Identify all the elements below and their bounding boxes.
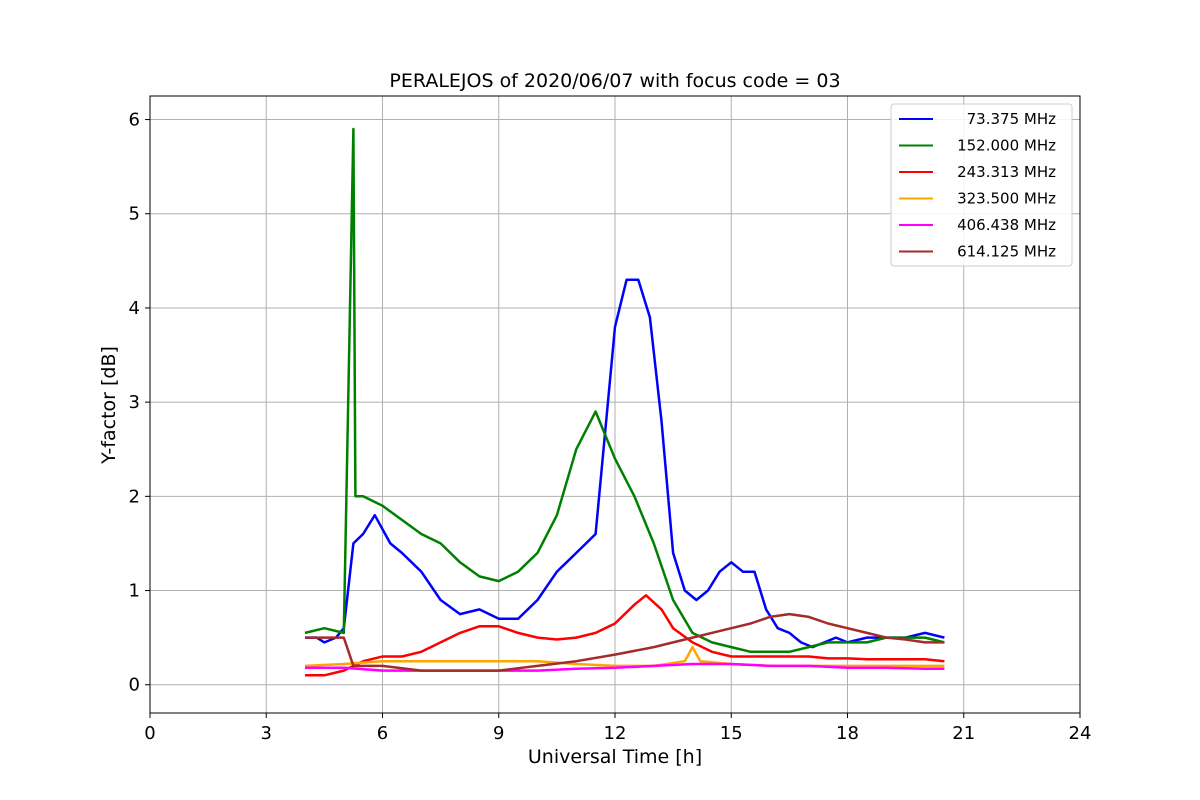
legend-entry: 243.313 MHz <box>957 163 1056 181</box>
x-tick-label: 0 <box>144 723 155 744</box>
legend-entry: 152.000 MHz <box>957 137 1056 155</box>
series-lines <box>304 127 945 677</box>
y-tick-label: 6 <box>129 110 140 131</box>
x-tick-label: 3 <box>261 723 272 744</box>
y-axis-label: Y-factor [dB] <box>98 346 120 465</box>
y-tick-label: 2 <box>129 486 140 507</box>
x-tick-label: 18 <box>836 723 859 744</box>
y-tick-label: 5 <box>129 204 140 225</box>
series-line-4 <box>304 645 945 668</box>
y-tick-label: 4 <box>129 298 140 319</box>
x-axis-ticks: 0 3 6 9 12 15 18 21 24 <box>144 713 1091 744</box>
x-tick-label: 21 <box>952 723 975 744</box>
x-axis-label: Universal Time [h] <box>528 746 702 768</box>
chart-title: PERALEJOS of 2020/06/07 with focus code … <box>389 70 840 92</box>
y-tick-label: 0 <box>129 675 140 696</box>
legend-box <box>890 103 1073 267</box>
legend-entry: 73.375 MHz <box>967 110 1056 128</box>
series-line-3 <box>305 594 945 677</box>
legend-entry: 323.500 MHz <box>957 190 1056 208</box>
x-tick-label: 9 <box>493 723 504 744</box>
x-tick-label: 15 <box>720 723 743 744</box>
y-axis-ticks: 0 1 2 3 4 5 6 <box>129 110 150 696</box>
y-tick-label: 1 <box>129 581 140 602</box>
series-line-6 <box>305 612 945 672</box>
y-tick-label: 3 <box>129 392 140 413</box>
legend-entry: 406.438 MHz <box>957 216 1056 234</box>
x-tick-label: 12 <box>604 723 627 744</box>
series-line-2 <box>304 127 945 654</box>
legend: 73.375 MHz 152.000 MHz 243.313 MHz 323.500 … <box>890 103 1073 267</box>
legend-entry: 614.125 MHz <box>957 243 1056 261</box>
x-tick-label: 24 <box>1069 723 1092 744</box>
x-tick-label: 6 <box>377 723 388 744</box>
